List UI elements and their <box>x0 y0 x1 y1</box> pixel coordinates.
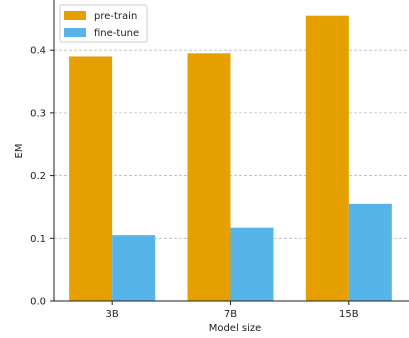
x-tick-label: 15B <box>339 309 359 320</box>
bar-fine-tune-3B <box>112 235 156 301</box>
bars <box>69 15 392 302</box>
bar-pre-train-3B <box>69 56 113 301</box>
x-axis-label: Model size <box>209 323 262 334</box>
y-tick-label: 0.1 <box>30 234 46 245</box>
bar-pre-train-15B <box>305 15 349 301</box>
y-ticks: 0.0 0.1 0.2 0.3 0.4 <box>30 46 54 308</box>
legend-label-fine-tune: fine-tune <box>94 28 139 39</box>
legend-swatch-pre-train <box>64 11 86 20</box>
legend-swatch-fine-tune <box>64 28 86 37</box>
legend-label-pre-train: pre-train <box>94 11 137 22</box>
x-tick-label: 3B <box>106 309 119 320</box>
x-tick-label: 7B <box>224 309 237 320</box>
bar-fine-tune-15B <box>348 203 392 301</box>
y-tick-label: 0.2 <box>30 171 46 182</box>
bar-pre-train-7B <box>187 53 231 302</box>
legend: pre-train fine-tune <box>59 4 148 43</box>
bar-fine-tune-7B <box>230 227 274 301</box>
y-axis-label: EM <box>14 144 25 159</box>
y-tick-label: 0.3 <box>30 108 46 119</box>
y-tick-label: 0.4 <box>30 46 46 57</box>
y-tick-label: 0.0 <box>30 297 46 308</box>
x-ticks: 3B 7B 15B <box>106 301 359 320</box>
